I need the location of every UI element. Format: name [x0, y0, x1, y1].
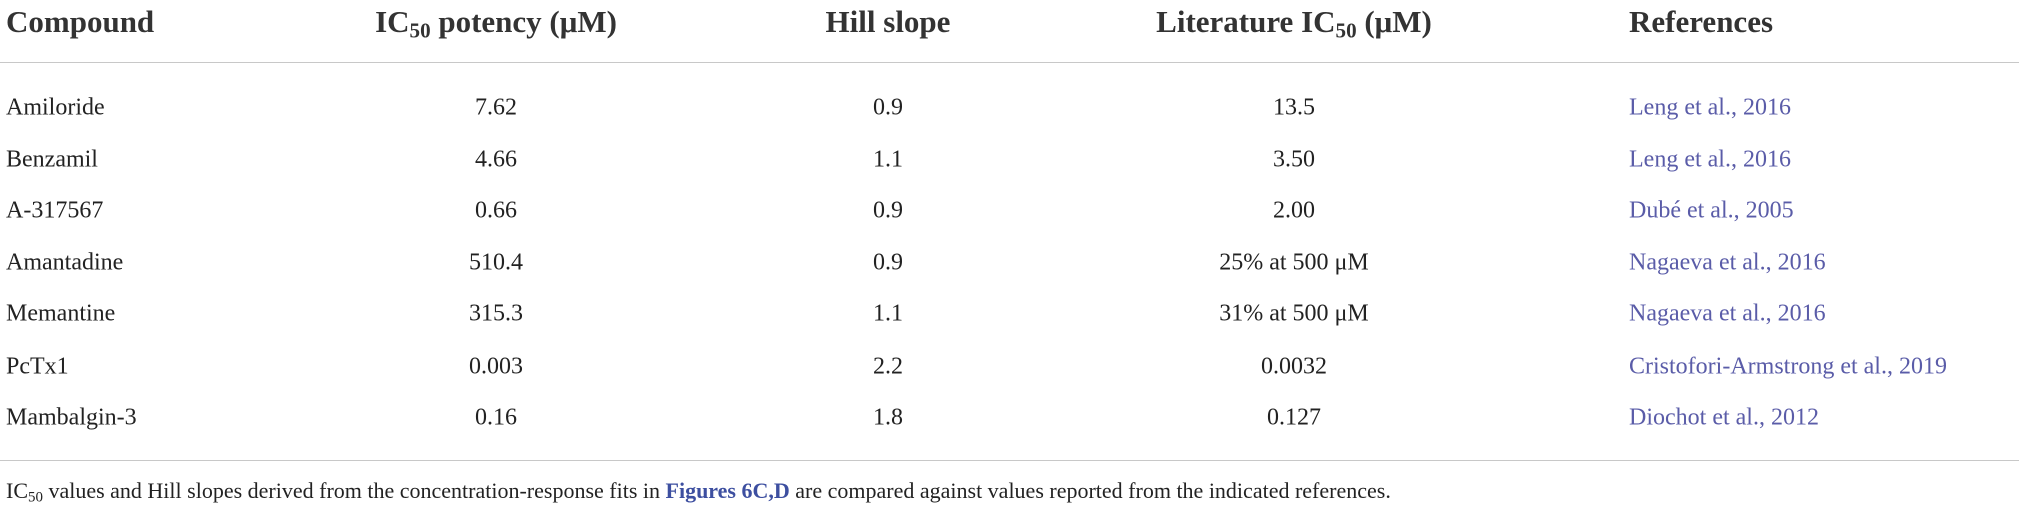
footnote-sub: 50 [28, 489, 43, 506]
footnote-text: values and Hill slopes derived from the … [42, 478, 666, 503]
table-cell: 1.1 [873, 146, 903, 173]
table-cell: A-317567 [6, 197, 104, 224]
table-cell: Amantadine [6, 249, 124, 276]
table-cell: Mambalgin-3 [6, 404, 137, 431]
table-cell: 0.9 [873, 249, 903, 276]
column-header: Compound [6, 4, 155, 39]
table-bottom-rule [0, 460, 2019, 461]
table-cell: 25% at 500 μM [1219, 249, 1369, 276]
footnote-pre: IC [6, 478, 28, 503]
header-rule [0, 62, 2019, 63]
header-text: (μM) [1356, 4, 1432, 39]
table-cell: 1.8 [873, 404, 903, 431]
table-cell: 2.2 [873, 353, 903, 380]
table-cell: 0.66 [475, 197, 517, 224]
column-header: Hill slope [825, 4, 951, 39]
header-text: potency (μM) [430, 4, 617, 39]
reference-link[interactable]: Nagaeva et al., 2016 [1629, 300, 1826, 327]
table-cell: 0.9 [873, 94, 903, 121]
table-cell: Memantine [6, 300, 116, 327]
table-cell: 1.1 [873, 300, 903, 327]
column-header: References [1629, 4, 1774, 39]
table-cell: 4.66 [475, 146, 517, 173]
header-text: IC [375, 4, 410, 39]
table-cell: 2.00 [1273, 197, 1315, 224]
column-header: IC50 potency (μM) [375, 4, 617, 43]
reference-link[interactable]: Nagaeva et al., 2016 [1629, 249, 1826, 276]
table-cell: 31% at 500 μM [1219, 300, 1369, 327]
reference-link[interactable]: Cristofori-Armstrong et al., 2019 [1629, 353, 1947, 380]
reference-link[interactable]: Diochot et al., 2012 [1629, 404, 1819, 431]
table-cell: 0.16 [475, 404, 517, 431]
reference-link[interactable]: Leng et al., 2016 [1629, 94, 1791, 121]
table-cell: PcTx1 [6, 353, 69, 380]
table-cell: Benzamil [6, 146, 98, 173]
table-cell: 0.003 [469, 353, 523, 380]
header-subscript: 50 [1335, 18, 1357, 43]
table-cell: 13.5 [1273, 94, 1315, 121]
footnote: IC50 values and Hill slopes derived from… [6, 478, 1391, 506]
footnote-link[interactable]: Figures 6C,D [665, 478, 790, 503]
table-cell: 7.62 [475, 94, 517, 121]
table-cell: 0.127 [1267, 404, 1321, 431]
table-cell: 510.4 [469, 249, 523, 276]
table-cell: 0.0032 [1261, 353, 1327, 380]
reference-link[interactable]: Dubé et al., 2005 [1629, 197, 1794, 224]
footnote-post: are compared against values reported fro… [789, 478, 1391, 503]
column-header: Literature IC50 (μM) [1156, 4, 1432, 43]
reference-link[interactable]: Leng et al., 2016 [1629, 146, 1791, 173]
table-cell: 3.50 [1273, 146, 1315, 173]
table-cell: 0.9 [873, 197, 903, 224]
header-text: Literature IC [1156, 4, 1336, 39]
table-cell: 315.3 [469, 300, 523, 327]
table-cell: Amiloride [6, 94, 105, 121]
header-subscript: 50 [409, 18, 431, 43]
